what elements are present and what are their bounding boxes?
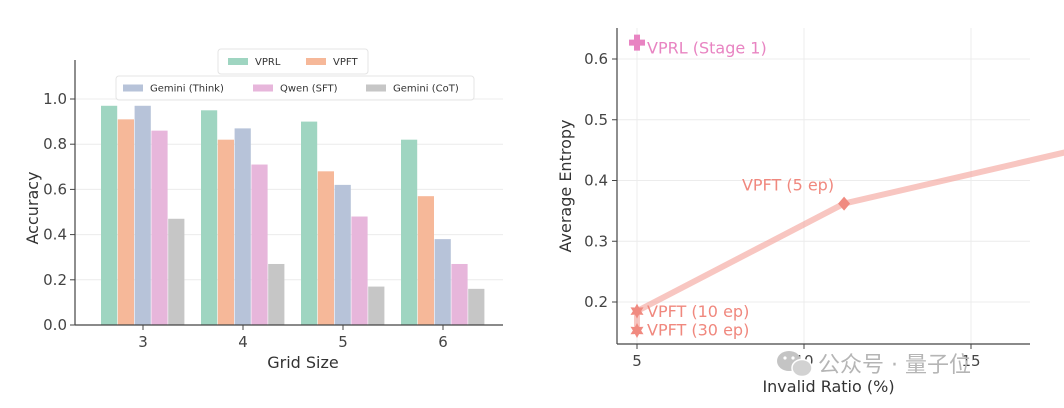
data-point-diamond (838, 196, 851, 211)
bar (351, 216, 368, 325)
bar (417, 196, 434, 325)
entropy-line-chart: 0.20.30.40.50.65101520Invalid Ratio (%)A… (556, 28, 1064, 396)
bar (117, 119, 134, 325)
vpft-line (634, 149, 1064, 334)
bar (234, 128, 251, 325)
data-point-star (630, 303, 644, 319)
bar (201, 110, 218, 325)
data-point-plus (629, 34, 645, 51)
x-tick-label: 4 (238, 333, 248, 351)
legend-label: VPRL (255, 57, 281, 68)
point-annotation: VPFT (30 ep) (647, 321, 749, 340)
legend-swatch (228, 58, 248, 65)
y-tick-label: 1.0 (43, 90, 67, 108)
point-annotation: VPFT (10 ep) (647, 302, 749, 321)
watermark: 公众号 · 量子位 (777, 351, 971, 378)
bar (468, 288, 485, 325)
x-tick-label: 5 (338, 333, 348, 351)
point-annotation: VPFT (5 ep) (742, 176, 834, 195)
bar (451, 263, 468, 325)
x-tick-label: 5 (632, 352, 642, 370)
accuracy-bar-chart: 0.0 0.2 0.4 0.6 0.8 1.0 3 4 5 6 Grid Size Accuracy V… (23, 48, 503, 372)
y-tick-label: 0.6 (584, 50, 608, 68)
bar (401, 139, 418, 325)
y-tick-label: 0.0 (43, 316, 67, 334)
legend-label: Gemini (Think) (150, 84, 224, 95)
legend-swatch (366, 84, 386, 92)
x-axis-label: Grid Size (267, 353, 339, 372)
bar (268, 263, 285, 325)
legend-label: Qwen (SFT) (280, 84, 338, 95)
y-tick-label: 0.5 (584, 111, 608, 129)
legend-box (115, 75, 475, 101)
watermark-text: 公众号 · 量子位 (818, 353, 971, 378)
legend-box (217, 48, 369, 75)
y-tick-label: 0.4 (584, 172, 608, 190)
y-tick-label: 0.2 (584, 293, 608, 311)
legend-swatch (253, 84, 273, 92)
y-axis-label: Average Entropy (556, 120, 575, 253)
bar (168, 218, 185, 325)
bar (368, 286, 385, 325)
point-annotation: VPRL (Stage 1) (647, 39, 767, 58)
x-tick-label: 15 (961, 352, 980, 370)
bar (434, 239, 451, 325)
y-axis-label: Accuracy (23, 171, 42, 244)
x-tick-label: 6 (438, 333, 448, 351)
bar (301, 121, 318, 325)
y-tick-label: 0.4 (43, 226, 67, 244)
bar (334, 184, 351, 325)
legend-label: VPFT (333, 57, 358, 68)
bar (251, 164, 268, 325)
y-tick-label: 0.8 (43, 135, 67, 153)
y-tick-label: 0.2 (43, 271, 67, 289)
x-tick-label: 3 (138, 333, 148, 351)
bar (217, 139, 234, 325)
legend-swatch (123, 84, 143, 92)
data-point-star (630, 323, 644, 339)
y-tick-label: 0.6 (43, 180, 67, 198)
y-tick-label: 0.3 (584, 232, 608, 250)
bar (101, 105, 118, 325)
legend-label: Gemini (CoT) (393, 84, 459, 95)
wechat-icon (777, 351, 813, 378)
bar (134, 105, 151, 325)
bar (317, 171, 334, 325)
x-axis-label: Invalid Ratio (%) (762, 377, 894, 396)
bar (151, 130, 168, 325)
legend-swatch (306, 58, 326, 65)
